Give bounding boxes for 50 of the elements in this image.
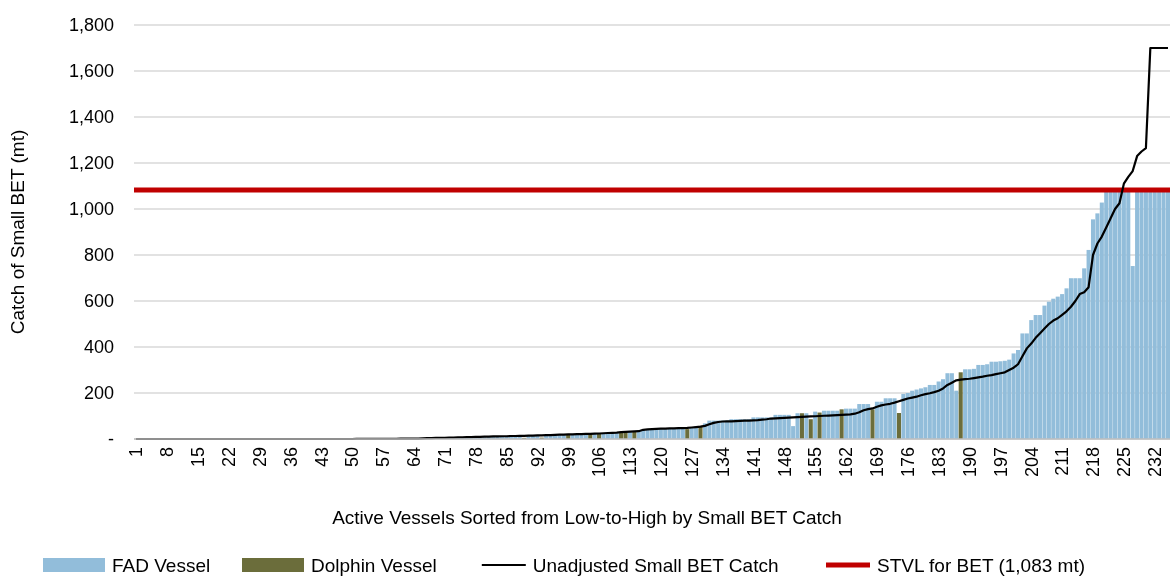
- x-tick-label: 50: [342, 447, 363, 468]
- x-tick-label: 141: [743, 447, 764, 478]
- x-tick-label: 134: [712, 447, 733, 478]
- x-tick-label: 211: [1052, 447, 1073, 476]
- x-tick-label: 29: [249, 447, 270, 468]
- y-tick-label: 1,400: [68, 107, 114, 128]
- x-tick-label: 36: [280, 447, 301, 468]
- x-tick-label: 127: [681, 447, 702, 478]
- x-tick-label: 8: [157, 447, 178, 458]
- x-tick-label: 92: [527, 447, 548, 468]
- x-tick-label: 85: [496, 447, 517, 468]
- x-axis-title: Active Vessels Sorted from Low-to-High by Small BET Catch: [332, 507, 842, 528]
- x-tick-label: 204: [1021, 447, 1042, 478]
- x-tick-label: 22: [218, 447, 239, 468]
- y-tick-label: -: [108, 429, 114, 450]
- legend-label: Unadjusted Small BET Catch: [532, 554, 779, 576]
- x-tick-label: 169: [867, 447, 888, 478]
- y-axis-title: Catch of Small BET (mt): [7, 129, 28, 335]
- x-tick-label: 183: [928, 447, 949, 478]
- y-tick-label: 200: [83, 383, 114, 404]
- y-tick-label: 1,200: [68, 153, 114, 174]
- x-tick-label: 162: [836, 447, 857, 478]
- x-tick-label: 57: [373, 447, 394, 468]
- y-tick-label: 1,800: [68, 15, 114, 36]
- y-tick-label: 1,000: [68, 199, 114, 220]
- x-tick-label: 71: [435, 447, 456, 468]
- x-tick-label: 1: [126, 447, 147, 458]
- x-tick-label: 43: [311, 447, 332, 468]
- x-tick-label: 99: [558, 447, 579, 468]
- y-tick-label: 1,600: [68, 61, 114, 82]
- x-tick-label: 232: [1145, 447, 1166, 478]
- y-tick-label: 800: [83, 245, 114, 266]
- x-tick-label: 197: [990, 447, 1011, 478]
- x-tick-label: 218: [1083, 447, 1104, 478]
- x-tick-label: 78: [465, 447, 486, 468]
- legend-label: FAD Vessel: [112, 554, 211, 576]
- x-tick-label: 190: [959, 447, 980, 478]
- x-tick-label: 64: [404, 447, 425, 468]
- legend-label: Dolphin Vessel: [311, 554, 437, 576]
- x-tick-label: 106: [589, 447, 610, 478]
- x-tick-label: 120: [651, 447, 672, 478]
- x-tick-label: 176: [898, 447, 919, 478]
- y-tick-label: 600: [83, 291, 114, 312]
- x-tick-label: 113: [620, 447, 641, 476]
- x-tick-label: 15: [188, 447, 209, 468]
- x-tick-label: 225: [1114, 447, 1135, 478]
- x-tick-label: 155: [805, 447, 826, 478]
- x-tick-label: 148: [774, 447, 795, 478]
- legend-label: STVL for BET (1,083 mt): [877, 554, 1086, 576]
- y-tick-label: 400: [83, 337, 114, 358]
